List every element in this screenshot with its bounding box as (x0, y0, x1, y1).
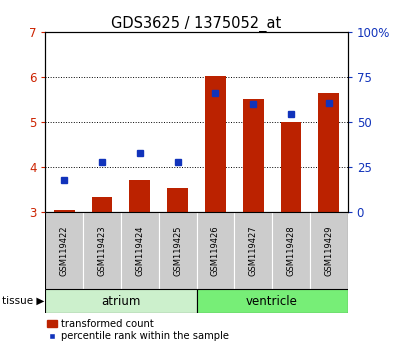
Text: GSM119425: GSM119425 (173, 225, 182, 276)
Legend: transformed count, percentile rank within the sample: transformed count, percentile rank withi… (47, 319, 229, 341)
Bar (83, 212, 121, 289)
Bar (197, 212, 234, 289)
Text: GSM119422: GSM119422 (60, 225, 69, 276)
Text: GSM119428: GSM119428 (286, 225, 295, 276)
Bar (45, 289, 197, 313)
Bar (205, 76, 226, 212)
Bar (318, 93, 339, 212)
Bar (45, 212, 83, 289)
Text: ventricle: ventricle (246, 295, 298, 308)
Bar (243, 99, 263, 212)
Text: GSM119424: GSM119424 (135, 225, 144, 276)
Text: GSM119429: GSM119429 (324, 225, 333, 276)
Bar (197, 289, 348, 313)
Bar (159, 212, 197, 289)
Bar (280, 122, 301, 212)
Text: tissue ▶: tissue ▶ (2, 296, 44, 306)
Bar (130, 180, 150, 212)
Bar (167, 188, 188, 212)
Bar (121, 212, 159, 289)
Bar (92, 196, 113, 212)
Bar (54, 210, 75, 212)
Title: GDS3625 / 1375052_at: GDS3625 / 1375052_at (111, 16, 282, 32)
Text: GSM119427: GSM119427 (249, 225, 258, 276)
Bar (234, 212, 272, 289)
Text: GSM119423: GSM119423 (98, 225, 107, 276)
Text: GSM119426: GSM119426 (211, 225, 220, 276)
Text: atrium: atrium (101, 295, 141, 308)
Bar (310, 212, 348, 289)
Bar (272, 212, 310, 289)
